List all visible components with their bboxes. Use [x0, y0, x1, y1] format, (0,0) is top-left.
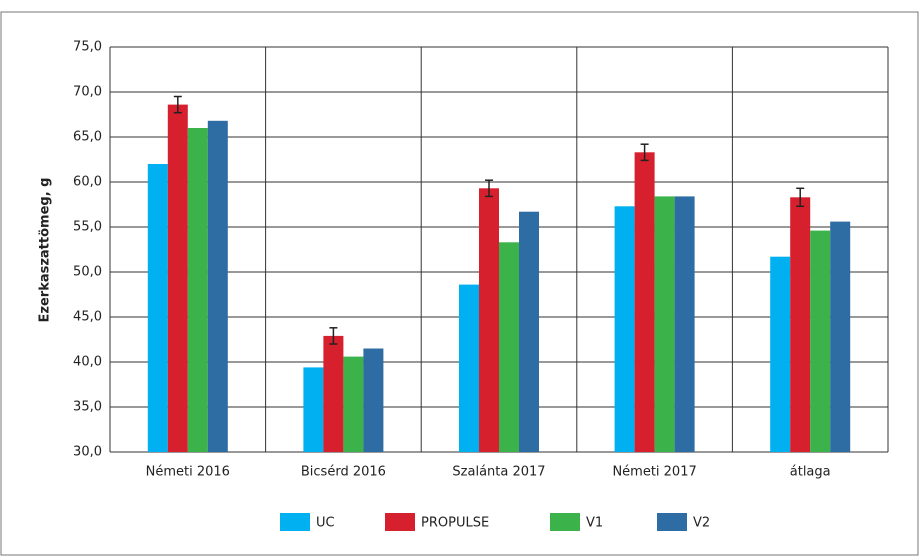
legend-label: PROPULSE: [421, 516, 489, 531]
y-tick-label: 65,0: [73, 130, 102, 145]
frame: [0, 11, 919, 556]
legend-swatch: [550, 513, 580, 531]
bar: [363, 348, 384, 452]
bar: [479, 188, 499, 453]
y-tick-label: 45,0: [73, 310, 102, 325]
legend-label: V2: [693, 516, 710, 531]
x-tick-label: Németi 2016: [146, 465, 230, 480]
legend-swatch: [657, 513, 687, 531]
bar: [770, 256, 791, 452]
bar: [207, 120, 228, 453]
bar: [674, 196, 695, 452]
legend-swatch: [280, 513, 310, 531]
bar: [519, 211, 539, 452]
bar: [303, 367, 324, 452]
y-tick-label: 75,0: [73, 40, 102, 55]
bar: [167, 104, 188, 452]
bar: [790, 197, 811, 452]
error-bar: [640, 143, 649, 162]
bar: [830, 221, 851, 452]
y-tick-label: 50,0: [73, 265, 102, 280]
bar: [187, 128, 208, 452]
error-bar: [329, 327, 338, 345]
bar: [499, 242, 519, 452]
bar: [654, 196, 675, 452]
bar: [634, 152, 655, 453]
x-tick-label: Németi 2017: [612, 465, 696, 480]
y-tick-label: 35,0: [73, 400, 102, 415]
bar: [147, 164, 168, 452]
y-tick-label: 55,0: [73, 220, 102, 235]
legend-label: UC: [316, 516, 335, 531]
y-tick-label: 70,0: [73, 85, 102, 100]
y-tick-label: 30,0: [73, 445, 102, 460]
y-axis-label: Ezerkaszattömeg, g: [38, 178, 53, 323]
x-tick-label: Bicsérd 2016: [301, 465, 386, 480]
error-bar: [485, 179, 493, 198]
bar: [323, 335, 344, 452]
y-tick-label: 40,0: [73, 355, 102, 370]
error-bar: [796, 187, 805, 208]
x-tick-label: átlaga: [790, 465, 831, 480]
bar: [459, 284, 479, 452]
y-tick-label: 60,0: [73, 175, 102, 190]
x-tick-label: Szalánta 2017: [452, 465, 545, 480]
error-bar: [173, 95, 182, 114]
bar: [614, 206, 635, 452]
bar: [343, 356, 364, 452]
legend-swatch: [385, 513, 415, 531]
bar: [810, 230, 831, 452]
legend-label: V1: [586, 516, 603, 531]
